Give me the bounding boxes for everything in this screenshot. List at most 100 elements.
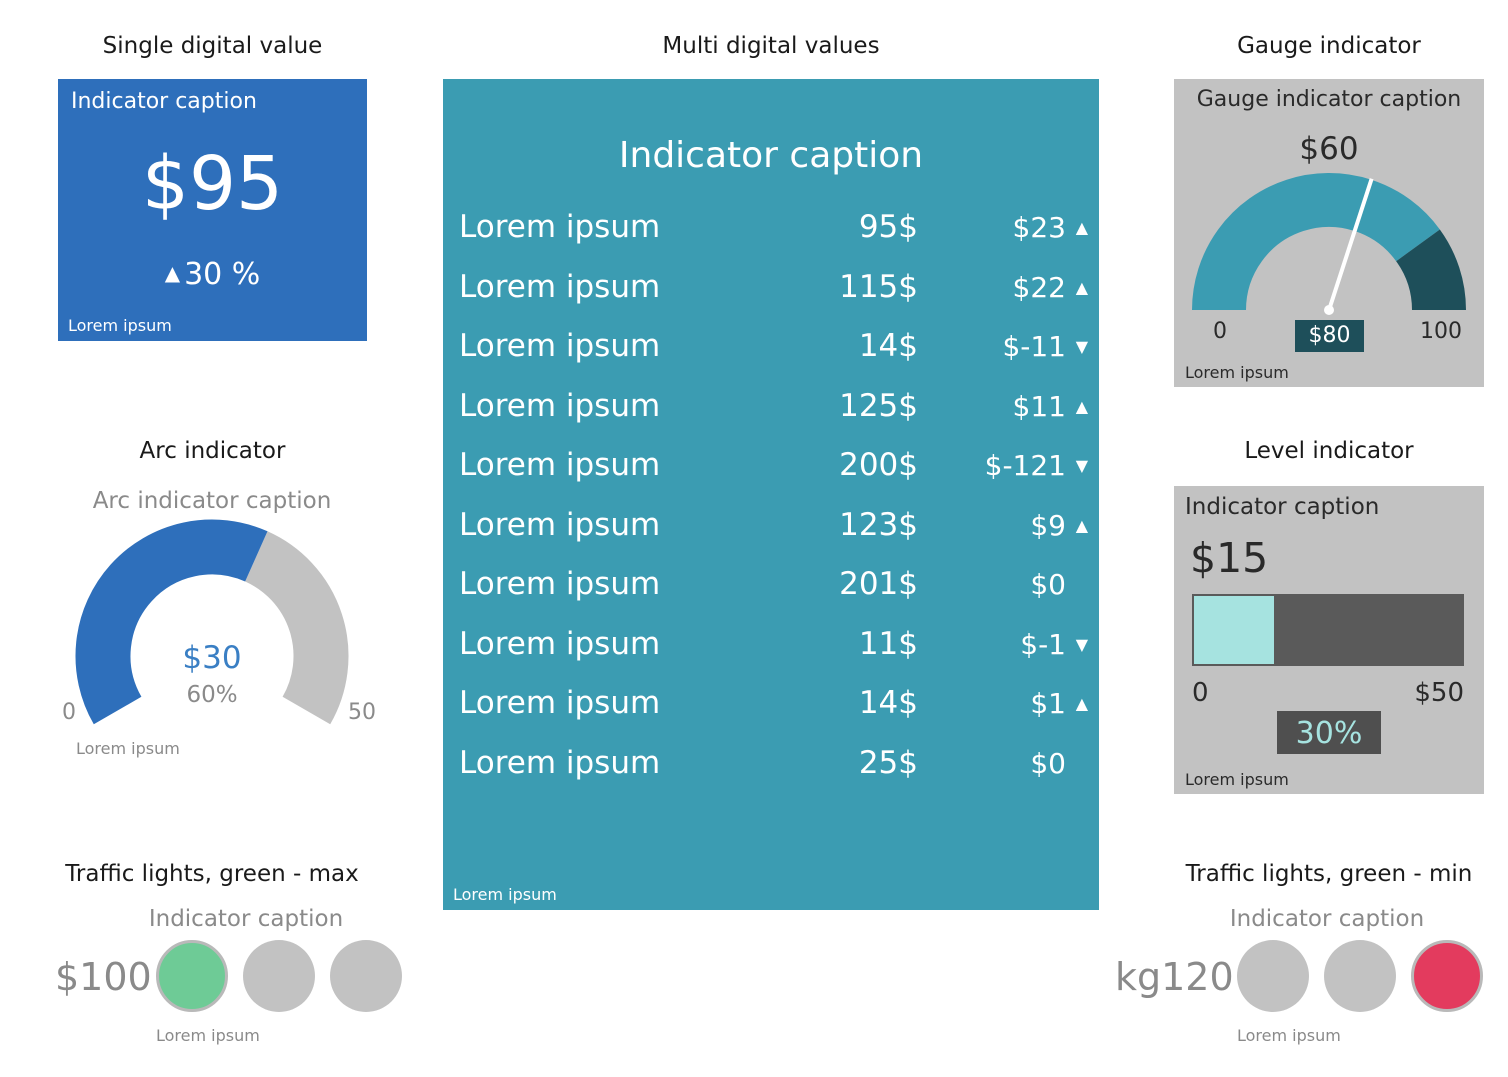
- multi-row: Lorem ipsum 11$ $-1 ▼: [443, 626, 1099, 666]
- multi-row-delta: $-121: [984, 449, 1066, 482]
- multi-row-value: 115$: [839, 268, 918, 305]
- multi-row: Lorem ipsum 95$ $23 ▲: [443, 209, 1099, 249]
- multi-row-value: 14$: [858, 685, 918, 721]
- multi-caption: Indicator caption: [618, 135, 924, 176]
- gauge-track-arc: [1192, 173, 1440, 311]
- multi-row-delta: $-11: [1002, 330, 1066, 363]
- traffic-max-light-2: [243, 940, 315, 1012]
- multi-row: Lorem ipsum 201$ $0: [443, 566, 1099, 606]
- multi-row-label: Lorem ipsum: [459, 744, 661, 781]
- level-bar: [1192, 594, 1464, 666]
- multi-row-value: 125$: [839, 387, 918, 424]
- level-bar-fill: [1194, 596, 1275, 664]
- multi-row: Lorem ipsum 115$ $22 ▲: [443, 269, 1099, 309]
- gauge-max: 100: [1420, 319, 1462, 344]
- gauge-chart: [1192, 173, 1466, 315]
- traffic-max-light-3: [330, 940, 402, 1012]
- multi-row-label: Lorem ipsum: [459, 447, 661, 483]
- arc-percent: 60%: [186, 682, 238, 708]
- multi-row-delta: $0: [1030, 746, 1066, 780]
- traffic-min-title: Traffic lights, green - min: [1185, 861, 1473, 887]
- arc-value: $30: [182, 640, 242, 676]
- traffic-max-value: $100: [55, 955, 152, 999]
- multi-row-value: 123$: [839, 506, 918, 543]
- traffic-min-footer: Lorem ipsum: [1237, 1026, 1341, 1045]
- up-arrow-icon: ▲: [164, 261, 181, 285]
- single-footer: Lorem ipsum: [68, 316, 172, 335]
- arc-caption: Arc indicator caption: [92, 488, 332, 514]
- multi-row-delta: $-1: [1020, 627, 1066, 661]
- up-arrow-icon: ▲: [1075, 515, 1088, 535]
- multi-row-value: 14$: [858, 328, 918, 364]
- multi-row-label: Lorem ipsum: [459, 625, 661, 662]
- single-change-text: 30 %: [184, 257, 261, 292]
- single-caption: Indicator caption: [71, 89, 257, 114]
- multi-row-label: Lorem ipsum: [459, 387, 661, 424]
- multi-row-value: 95$: [858, 209, 918, 245]
- multi-row-label: Lorem ipsum: [459, 328, 661, 364]
- level-footer: Lorem ipsum: [1185, 770, 1289, 789]
- up-arrow-icon: ▲: [1075, 218, 1088, 237]
- multi-row-delta: $1: [1030, 687, 1066, 720]
- traffic-max-caption: Indicator caption: [148, 906, 344, 932]
- arc-footer: Lorem ipsum: [76, 739, 180, 758]
- gauge-danger-arc: [1395, 229, 1466, 311]
- traffic-max-footer: Lorem ipsum: [156, 1026, 260, 1045]
- multi-row-delta: $23: [1012, 211, 1066, 244]
- multi-row-value: 200$: [839, 447, 918, 483]
- arc-fill-segment: [75, 519, 268, 725]
- multi-row-label: Lorem ipsum: [459, 268, 661, 305]
- traffic-min-value: kg120: [1115, 955, 1234, 999]
- multi-row-label: Lorem ipsum: [459, 209, 661, 245]
- level-max: $50: [1414, 678, 1464, 708]
- single-value-card: Indicator caption $95 ▲ 30 % Lorem ipsum: [58, 79, 367, 341]
- down-arrow-icon: ▼: [1075, 337, 1088, 356]
- up-arrow-icon: ▲: [1075, 277, 1088, 297]
- multi-row-label: Lorem ipsum: [459, 506, 661, 543]
- multi-row-value: 201$: [839, 566, 918, 602]
- multi-row: Lorem ipsum 123$ $9 ▲: [443, 507, 1099, 547]
- traffic-min-light-1: [1237, 940, 1309, 1012]
- level-percent-badge: 30%: [1277, 711, 1381, 754]
- multi-row-value: 25$: [858, 744, 918, 781]
- multi-row: Lorem ipsum 14$ $1 ▲: [443, 685, 1099, 725]
- level-card: Indicator caption $15 0 $50 30% Lorem ip…: [1174, 486, 1484, 794]
- level-title: Level indicator: [1244, 438, 1414, 464]
- arc-max: 50: [348, 700, 376, 725]
- arc-title: Arc indicator: [139, 438, 286, 464]
- multi-row-delta: $9: [1030, 508, 1066, 542]
- traffic-max-light-1: [156, 940, 228, 1012]
- gauge-caption: Gauge indicator caption: [1196, 87, 1462, 112]
- multi-row: Lorem ipsum 200$ $-121 ▼: [443, 447, 1099, 487]
- multi-row: Lorem ipsum 125$ $11 ▲: [443, 388, 1099, 428]
- multi-row-label: Lorem ipsum: [459, 685, 661, 721]
- gauge-footer: Lorem ipsum: [1185, 363, 1289, 382]
- down-arrow-icon: ▼: [1075, 634, 1088, 654]
- arc-min: 0: [62, 700, 76, 725]
- level-value: $15: [1190, 534, 1269, 582]
- gauge-needle: [1327, 178, 1374, 311]
- multi-row: Lorem ipsum 25$ $0: [443, 745, 1099, 785]
- traffic-max-title: Traffic lights, green - max: [65, 861, 359, 887]
- multi-row-value: 11$: [858, 625, 918, 662]
- multi-footer: Lorem ipsum: [453, 885, 557, 904]
- single-change: ▲ 30 %: [58, 257, 367, 292]
- level-caption: Indicator caption: [1185, 494, 1380, 520]
- gauge-card: Gauge indicator caption $60 0 $80 100 Lo…: [1174, 79, 1484, 387]
- gauge-current-badge: $80: [1295, 320, 1364, 352]
- up-arrow-icon: ▲: [1075, 694, 1088, 713]
- arc-rest-segment: [244, 531, 349, 725]
- gauge-value: $60: [1299, 131, 1359, 167]
- multi-value-card: Indicator caption Lorem ipsum 95$ $23 ▲ Lore…: [443, 79, 1099, 910]
- traffic-min-caption: Indicator caption: [1229, 906, 1425, 932]
- gauge-needle-hub: [1324, 305, 1334, 315]
- single-title: Single digital value: [102, 33, 323, 59]
- multi-title: Multi digital values: [662, 33, 880, 59]
- single-value: $95: [141, 141, 284, 227]
- traffic-min-light-3: [1411, 940, 1483, 1012]
- traffic-min-light-2: [1324, 940, 1396, 1012]
- down-arrow-icon: ▼: [1075, 456, 1088, 475]
- up-arrow-icon: ▲: [1075, 396, 1088, 416]
- multi-row: Lorem ipsum 14$ $-11 ▼: [443, 328, 1099, 368]
- arc-chart: [75, 519, 349, 725]
